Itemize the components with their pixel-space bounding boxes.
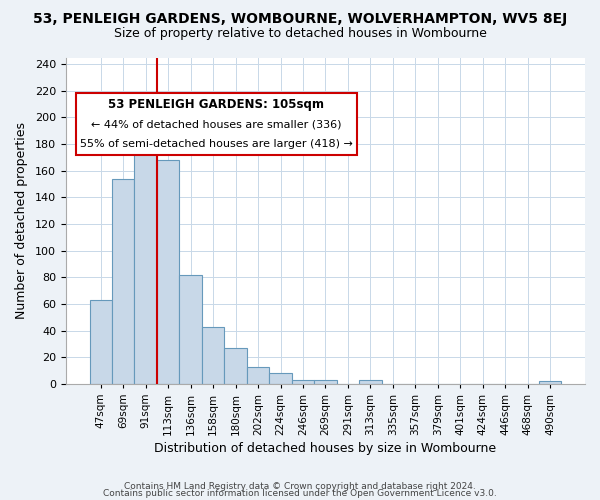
Bar — [89, 300, 112, 384]
Text: Contains public sector information licensed under the Open Government Licence v3: Contains public sector information licen… — [103, 490, 497, 498]
Bar — [539, 381, 562, 384]
Text: Size of property relative to detached houses in Wombourne: Size of property relative to detached ho… — [113, 28, 487, 40]
Text: Contains HM Land Registry data © Crown copyright and database right 2024.: Contains HM Land Registry data © Crown c… — [124, 482, 476, 491]
Text: ← 44% of detached houses are smaller (336): ← 44% of detached houses are smaller (33… — [91, 120, 342, 130]
Bar — [359, 380, 382, 384]
Bar — [269, 373, 292, 384]
Bar — [157, 160, 179, 384]
FancyBboxPatch shape — [76, 94, 356, 156]
Bar — [314, 380, 337, 384]
Text: 53 PENLEIGH GARDENS: 105sqm: 53 PENLEIGH GARDENS: 105sqm — [109, 98, 325, 111]
Bar — [224, 348, 247, 384]
Bar — [112, 178, 134, 384]
Bar — [247, 366, 269, 384]
Y-axis label: Number of detached properties: Number of detached properties — [15, 122, 28, 319]
Text: 53, PENLEIGH GARDENS, WOMBOURNE, WOLVERHAMPTON, WV5 8EJ: 53, PENLEIGH GARDENS, WOMBOURNE, WOLVERH… — [33, 12, 567, 26]
Bar — [202, 326, 224, 384]
Bar — [134, 128, 157, 384]
Bar — [179, 274, 202, 384]
X-axis label: Distribution of detached houses by size in Wombourne: Distribution of detached houses by size … — [154, 442, 497, 455]
Text: 55% of semi-detached houses are larger (418) →: 55% of semi-detached houses are larger (… — [80, 140, 353, 149]
Bar — [292, 380, 314, 384]
